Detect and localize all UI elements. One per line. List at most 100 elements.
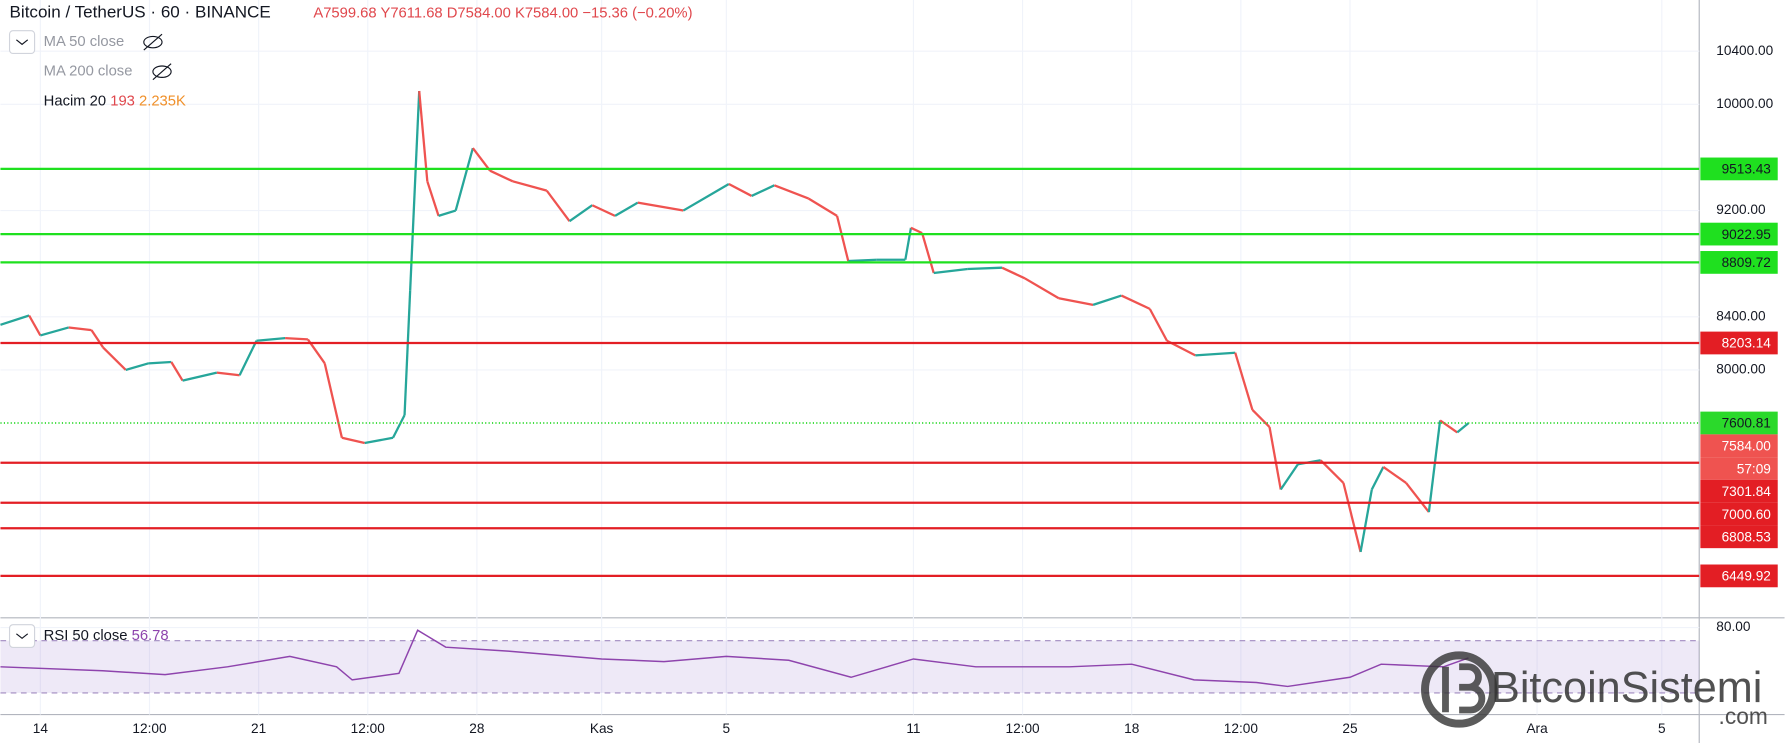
x-tick-label: 11	[906, 721, 920, 736]
price-segment	[471, 147, 491, 172]
price-segment	[392, 414, 406, 439]
collapse-button[interactable]	[8, 30, 36, 55]
x-tick-label: 21	[251, 721, 266, 736]
price-segment	[170, 361, 184, 382]
price-segment	[40, 326, 70, 337]
price-label: 9022.95	[1722, 227, 1772, 242]
price-label: 7301.84	[1722, 484, 1772, 499]
watermark-domain: .com	[1719, 703, 1768, 729]
x-tick-label: 5	[723, 721, 731, 736]
price-segment	[848, 258, 877, 263]
price-segment	[256, 336, 286, 342]
legend-ma200[interactable]: MA 200 close	[44, 64, 133, 80]
price-segment	[512, 180, 548, 192]
x-tick-label: Kas	[590, 721, 614, 736]
price-segment	[182, 371, 218, 382]
x-tick-label: 14	[33, 721, 49, 736]
price-label-box	[1700, 564, 1778, 588]
x-tick-label: 25	[1342, 721, 1358, 736]
collapse-button[interactable]	[8, 624, 36, 648]
price-label-box	[1700, 222, 1778, 246]
price-segment	[751, 184, 775, 197]
price-segment	[1382, 466, 1407, 484]
price-segment	[323, 363, 343, 438]
watermark-name: BitcoinSistemi	[1491, 664, 1762, 712]
price-label-box	[1700, 457, 1778, 480]
x-tick-label: 12:00	[132, 721, 167, 736]
price-label: 6808.53	[1722, 530, 1771, 545]
price-label-box	[1700, 157, 1778, 181]
price-segment	[28, 314, 42, 336]
price-segment	[1148, 308, 1168, 342]
price-segment	[90, 329, 104, 349]
price-segment	[568, 204, 593, 223]
price-segment	[591, 204, 616, 217]
y-tick-label: 8000.00	[1716, 362, 1766, 377]
price-segment	[1405, 482, 1430, 513]
price-label: 57:09	[1737, 461, 1771, 476]
price-segment	[341, 436, 365, 445]
chevron	[16, 39, 29, 46]
price-segment	[1319, 459, 1345, 484]
price-label-box	[1700, 502, 1778, 526]
chevron	[16, 633, 29, 640]
price-label: 7000.60	[1722, 507, 1772, 522]
x-tick-label: Ara	[1526, 721, 1548, 736]
price-label: 6449.92	[1722, 569, 1771, 584]
hide-icon[interactable]	[143, 33, 163, 51]
price-label-box	[1700, 411, 1778, 435]
symbol: Bitcoin / TetherUS · 60 · BINANCE	[10, 2, 271, 21]
x-tick-label: 12:00	[1224, 721, 1259, 736]
y-tick-label: 10000.00	[1716, 96, 1773, 111]
price-segment	[1058, 297, 1094, 306]
watermark-logo	[1421, 651, 1498, 728]
price-segment	[68, 326, 92, 332]
x-tick-label: 28	[469, 721, 484, 736]
hide-icon[interactable]	[152, 63, 172, 81]
x-tick-label: 12:00	[1006, 721, 1041, 736]
price-label-box	[1700, 479, 1778, 503]
price-segment	[454, 147, 474, 211]
price-segment	[409, 90, 421, 291]
rsi-line	[0, 629, 1469, 688]
x-tick-label: 5	[1658, 721, 1666, 736]
price-segment	[285, 336, 308, 341]
price-segment	[1370, 466, 1385, 491]
price-segment	[1268, 426, 1282, 490]
price-segment	[637, 201, 684, 212]
price-segment	[1234, 352, 1254, 411]
price-segment	[545, 189, 571, 222]
legend-volume[interactable]: Hacim 20 193 2.235K	[44, 93, 186, 109]
price-label-box	[1700, 525, 1778, 549]
price-segment	[933, 267, 968, 275]
price-segment	[125, 362, 149, 372]
y-tick-label: 8400.00	[1716, 308, 1766, 323]
price-segment	[1359, 489, 1373, 553]
rsi-legend[interactable]: RSI 50 close 56.78	[44, 628, 169, 644]
price-segment	[967, 266, 1003, 271]
price-segment	[403, 290, 412, 416]
price-segment	[614, 201, 639, 217]
price-segment	[910, 226, 923, 235]
price-segment	[148, 360, 172, 365]
price-label: 7600.81	[1722, 416, 1771, 431]
price-label-box	[1700, 434, 1778, 458]
price-label: 8203.14	[1722, 336, 1772, 351]
y-tick-label: 10400.00	[1716, 43, 1773, 58]
price-segment	[1251, 409, 1271, 428]
price-segment	[0, 314, 30, 326]
x-tick-label: 18	[1124, 721, 1139, 736]
price-label: 9513.43	[1722, 162, 1771, 177]
price-segment	[773, 184, 810, 200]
price-segment	[216, 371, 240, 377]
ohlc: A7599.68 Y7611.68 D7584.00 K7584.00 −15.…	[313, 6, 692, 22]
price-segment	[1427, 420, 1442, 513]
y-tick-label: 80.00	[1716, 619, 1751, 634]
price-segment	[238, 340, 258, 376]
price-segment	[1439, 419, 1458, 434]
price-segment	[364, 436, 394, 445]
price-segment	[835, 215, 850, 262]
y-tick-label: 9200.00	[1716, 202, 1766, 217]
legend-ma50[interactable]: MA 50 close	[44, 34, 125, 50]
